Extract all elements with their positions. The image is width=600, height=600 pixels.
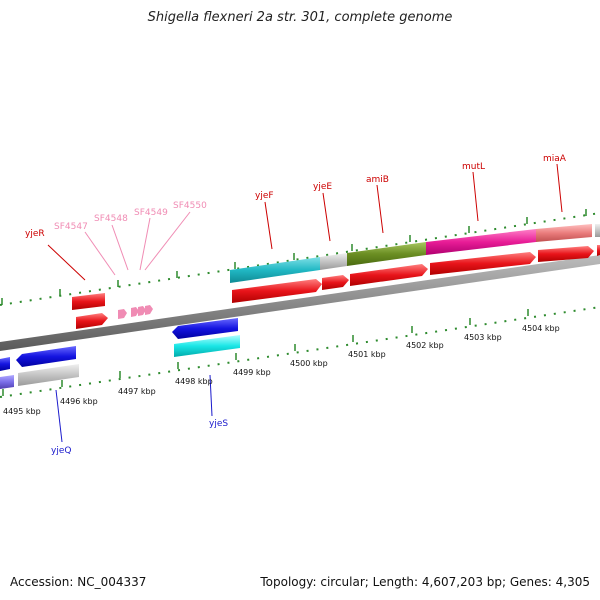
cds-yjeR-band[interactable]: [72, 293, 105, 310]
upper-dotted-track: [0, 212, 600, 306]
label-yjeF: yjeF: [255, 191, 274, 201]
cds-left-blue[interactable]: [0, 357, 10, 371]
label-yjeE: yjeE: [313, 182, 332, 192]
genome-backbone: [0, 255, 600, 351]
label-amiB: amiB: [366, 175, 389, 185]
label-yjeR: yjeR: [25, 229, 45, 239]
feature-yjeE[interactable]: [320, 253, 347, 270]
cds-yjeQ-arrow[interactable]: [16, 346, 76, 367]
label-leaders: [47, 163, 563, 443]
feature-left-lavender[interactable]: [0, 375, 14, 389]
scale-label: 4504 kbp: [522, 324, 560, 333]
cds-arrow-yjeF[interactable]: [232, 279, 322, 303]
scale-label: 4495 kbp: [3, 407, 41, 416]
feature-mutL[interactable]: [426, 229, 536, 255]
upper-feature-band: [230, 224, 600, 283]
feature-next-gray[interactable]: [595, 224, 600, 237]
label-SF4549: SF4549: [134, 208, 168, 218]
upper-major-ticks: [1, 209, 587, 305]
feature-amiB[interactable]: [347, 242, 426, 266]
scale-label: 4501 kbp: [348, 350, 386, 359]
accession-text: Accession: NC_004337: [10, 575, 147, 589]
feature-yjeS[interactable]: [174, 335, 240, 357]
feature-yjeF[interactable]: [230, 257, 320, 283]
forward-cds-row: [232, 245, 600, 303]
cds-arrow-mutL[interactable]: [430, 252, 536, 275]
scale-label: 4500 kbp: [290, 359, 328, 368]
label-SF4550: SF4550: [173, 201, 207, 211]
label-yjeS: yjeS: [209, 419, 228, 429]
map-title: Shigella flexneri 2a str. 301, complete …: [147, 10, 453, 25]
cds-arrow-amiB[interactable]: [350, 264, 428, 286]
cds-arrow-yjeE[interactable]: [322, 275, 349, 290]
scale-label: 4497 kbp: [118, 387, 156, 396]
cds-SF4548[interactable]: [131, 307, 139, 317]
feature-miaA[interactable]: [536, 224, 592, 242]
scale-label: 4502 kbp: [406, 341, 444, 350]
lower-dotted-track: [0, 306, 600, 398]
cds-yjeS-arrow[interactable]: [172, 318, 238, 339]
label-SF4548: SF4548: [94, 214, 128, 224]
cds-SF4549[interactable]: [138, 306, 146, 316]
label-SF4547: SF4547: [54, 222, 88, 232]
feature-yjeQ[interactable]: [18, 364, 79, 386]
scale-label: 4498 kbp: [175, 377, 213, 386]
scale-label: 4499 kbp: [233, 368, 271, 377]
scale-label: 4503 kbp: [464, 333, 502, 342]
sf-small-genes: [118, 305, 153, 319]
label-mutL: mutL: [462, 162, 485, 172]
lower-major-ticks: [2, 309, 529, 396]
cds-arrow-edge[interactable]: [597, 245, 600, 256]
scale-label: 4496 kbp: [60, 397, 98, 406]
cds-SF4550[interactable]: [145, 305, 153, 315]
label-miaA: miaA: [543, 154, 567, 164]
cds-SF4547[interactable]: [118, 309, 127, 319]
label-yjeQ: yjeQ: [51, 446, 71, 456]
cds-yjeR-arrow[interactable]: [76, 313, 108, 329]
cds-arrow-miaA[interactable]: [538, 246, 594, 262]
topology-text: Topology: circular; Length: 4,607,203 bp…: [260, 575, 590, 589]
